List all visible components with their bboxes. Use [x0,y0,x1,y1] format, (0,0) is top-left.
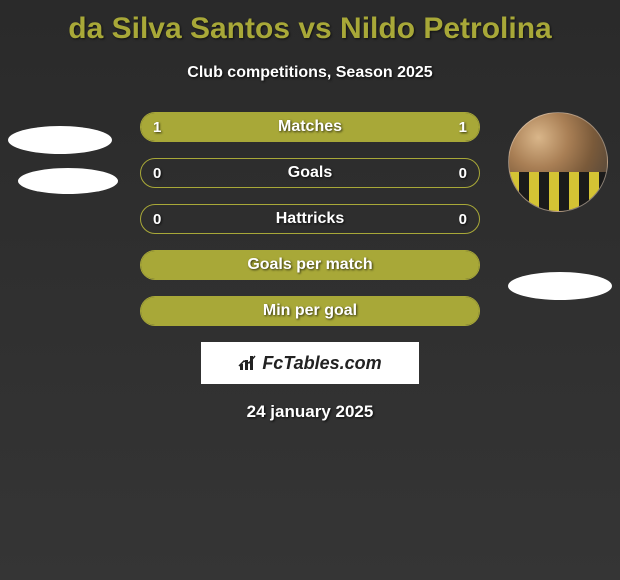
player-avatar [508,112,608,212]
right-player-avatars [508,112,612,314]
stat-label: Hattricks [276,210,344,228]
stat-value-right: 0 [459,211,467,228]
stat-row: 1 Matches 1 [140,112,480,142]
avatar-placeholder [18,168,118,194]
chart-icon [238,354,258,372]
stat-value-right: 0 [459,165,467,182]
avatar-placeholder [8,126,112,154]
stat-value-right: 1 [459,119,467,136]
stat-value-left: 0 [153,211,161,228]
watermark: FcTables.com [201,342,419,384]
stat-row: Min per goal [140,296,480,326]
stat-label: Goals [288,164,332,182]
page-subtitle: Club competitions, Season 2025 [0,64,620,82]
stat-label: Goals per match [247,256,372,274]
stat-value-left: 0 [153,165,161,182]
footer-date: 24 january 2025 [0,402,620,422]
stat-label: Min per goal [263,302,357,320]
comparison-panel: 1 Matches 1 0 Goals 0 0 Hattricks 0 Goals per mat… [0,112,620,422]
stat-row: Goals per match [140,250,480,280]
stat-value-left: 1 [153,119,161,136]
stat-label: Matches [278,118,342,136]
comparison-bars: 1 Matches 1 0 Goals 0 0 Hattricks 0 Goals per mat… [140,112,480,326]
page-title: da Silva Santos vs Nildo Petrolina [0,0,620,46]
stat-row: 0 Hattricks 0 [140,204,480,234]
avatar-placeholder [508,272,612,300]
left-player-avatars [8,112,118,208]
watermark-text: FcTables.com [262,353,381,374]
stat-row: 0 Goals 0 [140,158,480,188]
